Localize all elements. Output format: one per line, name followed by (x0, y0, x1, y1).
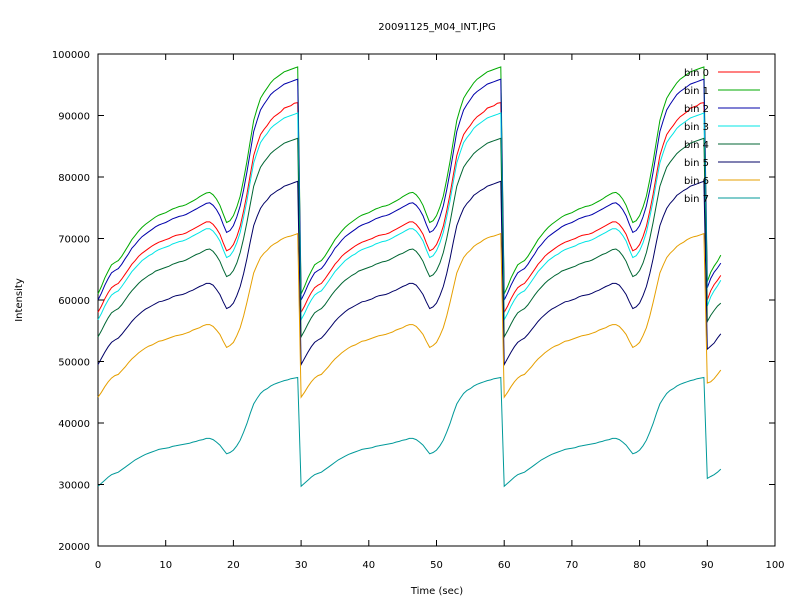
series-line-bin-7 (97, 376, 722, 488)
plot-area-border (97, 53, 776, 547)
legend-label-bin-7: bin 7 (684, 194, 709, 205)
y-axis-label: Intensity (14, 278, 25, 322)
x-tick-label: 90 (701, 560, 714, 571)
legend-label-bin-1: bin 1 (684, 86, 709, 97)
y-tick-label: 80000 (58, 173, 90, 184)
series-line-bin-3 (97, 112, 722, 322)
x-tick-label: 40 (362, 560, 375, 571)
y-tick-label: 20000 (58, 542, 90, 553)
x-axis-label: Time (sec) (410, 586, 463, 597)
y-tick-label: 70000 (58, 235, 90, 246)
x-tick-label: 20 (227, 560, 240, 571)
legend-label-bin-2: bin 2 (684, 104, 709, 115)
legend-label-bin-5: bin 5 (684, 158, 709, 169)
legend-label-bin-3: bin 3 (684, 122, 709, 133)
series-line-bin-4 (97, 137, 722, 339)
x-tick-label: 10 (159, 560, 172, 571)
series-line-bin-6 (97, 232, 722, 399)
chart-title: 20091125_M04_INT.JPG (378, 22, 496, 33)
legend-label-bin-0: bin 0 (684, 68, 709, 79)
y-tick-label: 90000 (58, 112, 90, 123)
series-line-bin-2 (97, 78, 722, 301)
x-tick-label: 100 (765, 560, 784, 571)
y-tick-label: 30000 (58, 481, 90, 492)
y-tick-label: 60000 (58, 296, 90, 307)
y-tick-label: 100000 (52, 50, 90, 61)
series-line-bin-5 (97, 180, 722, 367)
x-tick-label: 60 (498, 560, 511, 571)
legend-label-bin-4: bin 4 (684, 140, 709, 151)
y-tick-label: 40000 (58, 419, 90, 430)
x-tick-label: 80 (633, 560, 646, 571)
y-tick-label: 50000 (58, 358, 90, 369)
x-tick-label: 70 (566, 560, 579, 571)
series-line-bin-1 (97, 66, 722, 295)
x-tick-label: 30 (295, 560, 308, 571)
series-line-bin-0 (97, 102, 722, 315)
legend-label-bin-6: bin 6 (684, 176, 709, 187)
x-tick-label: 0 (95, 560, 101, 571)
x-tick-label: 50 (430, 560, 443, 571)
